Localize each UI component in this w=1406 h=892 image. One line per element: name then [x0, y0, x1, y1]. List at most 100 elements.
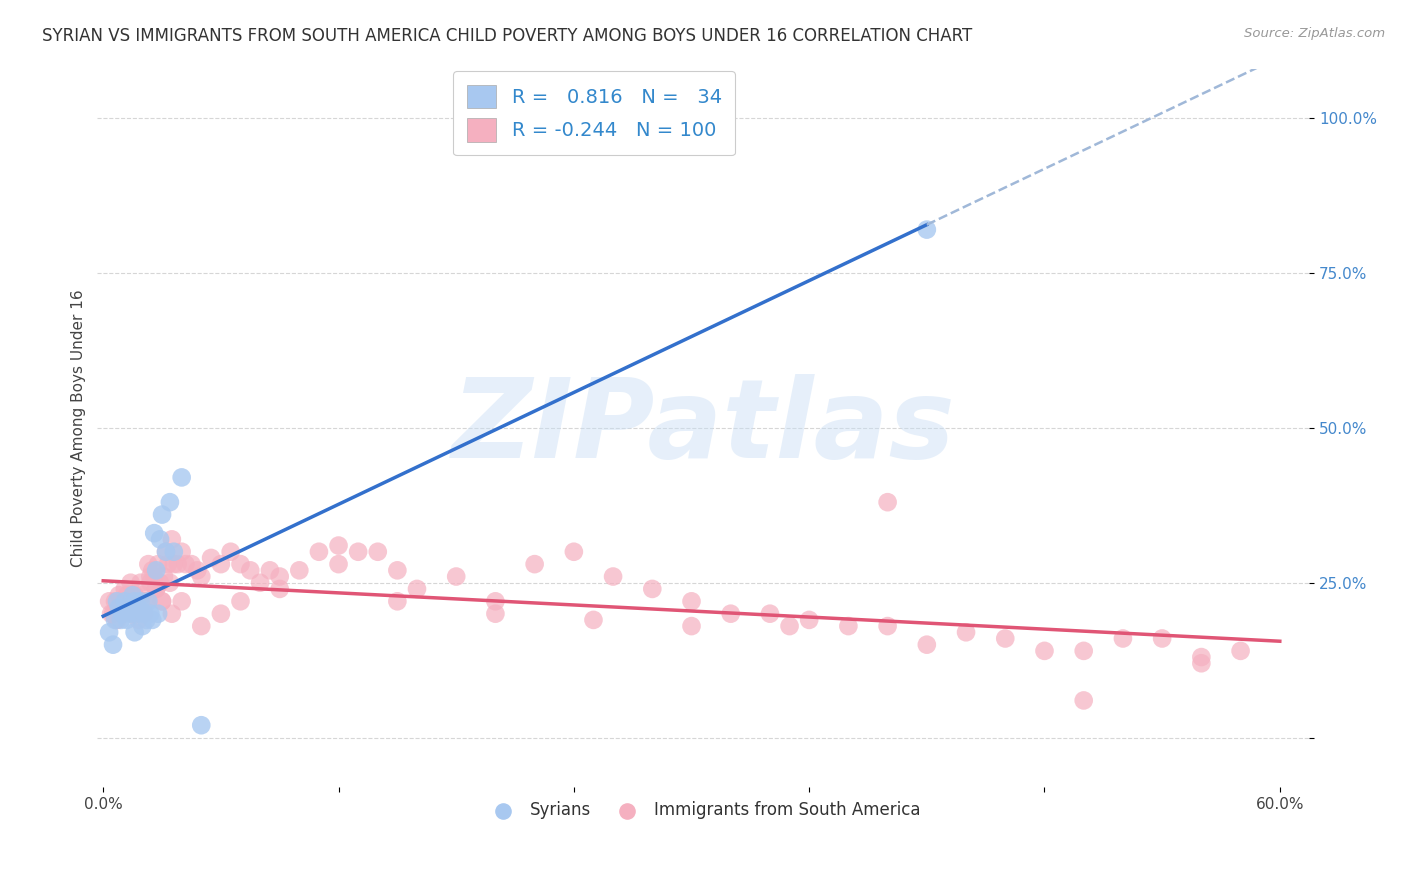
Point: [219, 545, 242, 559]
Point: [104, 613, 127, 627]
Point: [444, 569, 467, 583]
Point: [125, 607, 148, 621]
Point: [523, 557, 546, 571]
Point: [155, 545, 177, 559]
Point: [269, 569, 291, 583]
Point: [249, 575, 271, 590]
Point: [149, 533, 172, 547]
Point: [163, 545, 186, 559]
Point: [347, 545, 370, 559]
Point: [170, 594, 193, 608]
Point: [139, 607, 162, 621]
Point: [98, 625, 121, 640]
Point: [110, 613, 132, 627]
Point: [111, 594, 134, 608]
Point: [387, 594, 409, 608]
Point: [387, 563, 409, 577]
Point: [160, 533, 183, 547]
Point: [118, 594, 141, 608]
Point: [135, 594, 157, 608]
Point: [876, 619, 898, 633]
Point: [190, 569, 212, 583]
Point: [288, 563, 311, 577]
Point: [1073, 644, 1095, 658]
Point: [141, 563, 163, 577]
Point: [120, 575, 142, 590]
Point: [135, 613, 157, 627]
Point: [174, 557, 197, 571]
Point: [915, 222, 938, 236]
Point: [1112, 632, 1135, 646]
Point: [139, 569, 162, 583]
Point: [367, 545, 389, 559]
Point: [149, 575, 172, 590]
Point: [105, 613, 128, 627]
Point: [759, 607, 782, 621]
Point: [955, 625, 977, 640]
Point: [138, 594, 160, 608]
Point: [150, 594, 173, 608]
Point: [163, 557, 186, 571]
Point: [143, 569, 166, 583]
Point: [170, 470, 193, 484]
Point: [129, 575, 152, 590]
Point: [139, 575, 162, 590]
Point: [146, 607, 169, 621]
Point: [101, 607, 124, 621]
Point: [200, 550, 222, 565]
Point: [259, 563, 281, 577]
Point: [1229, 644, 1251, 658]
Point: [641, 582, 664, 596]
Point: [121, 588, 143, 602]
Point: [166, 557, 188, 571]
Point: [134, 607, 156, 621]
Point: [562, 545, 585, 559]
Point: [602, 569, 624, 583]
Point: [105, 594, 128, 608]
Point: [160, 607, 183, 621]
Point: [110, 600, 132, 615]
Point: [720, 607, 742, 621]
Point: [1189, 650, 1212, 665]
Point: [114, 582, 136, 596]
Point: [145, 582, 167, 596]
Point: [108, 588, 131, 602]
Point: [124, 594, 146, 608]
Point: [180, 557, 202, 571]
Point: [125, 594, 148, 608]
Point: [779, 619, 801, 633]
Point: [876, 495, 898, 509]
Point: [128, 607, 150, 621]
Point: [118, 600, 141, 615]
Point: [582, 613, 605, 627]
Text: ZIPatlas: ZIPatlas: [451, 375, 955, 482]
Point: [186, 563, 208, 577]
Point: [681, 619, 703, 633]
Point: [1073, 693, 1095, 707]
Point: [1189, 657, 1212, 671]
Point: [155, 545, 177, 559]
Point: [104, 594, 127, 608]
Point: [159, 575, 181, 590]
Point: [209, 607, 232, 621]
Point: [131, 588, 153, 602]
Point: [121, 594, 143, 608]
Point: [484, 607, 506, 621]
Point: [145, 563, 167, 577]
Point: [131, 619, 153, 633]
Point: [190, 718, 212, 732]
Point: [110, 607, 132, 621]
Point: [406, 582, 429, 596]
Point: [146, 557, 169, 571]
Point: [115, 600, 138, 615]
Point: [681, 594, 703, 608]
Point: [994, 632, 1017, 646]
Point: [328, 539, 350, 553]
Point: [120, 607, 142, 621]
Point: [111, 607, 134, 621]
Point: [108, 600, 131, 615]
Point: [115, 613, 138, 627]
Point: [129, 594, 152, 608]
Point: [114, 594, 136, 608]
Point: [150, 594, 173, 608]
